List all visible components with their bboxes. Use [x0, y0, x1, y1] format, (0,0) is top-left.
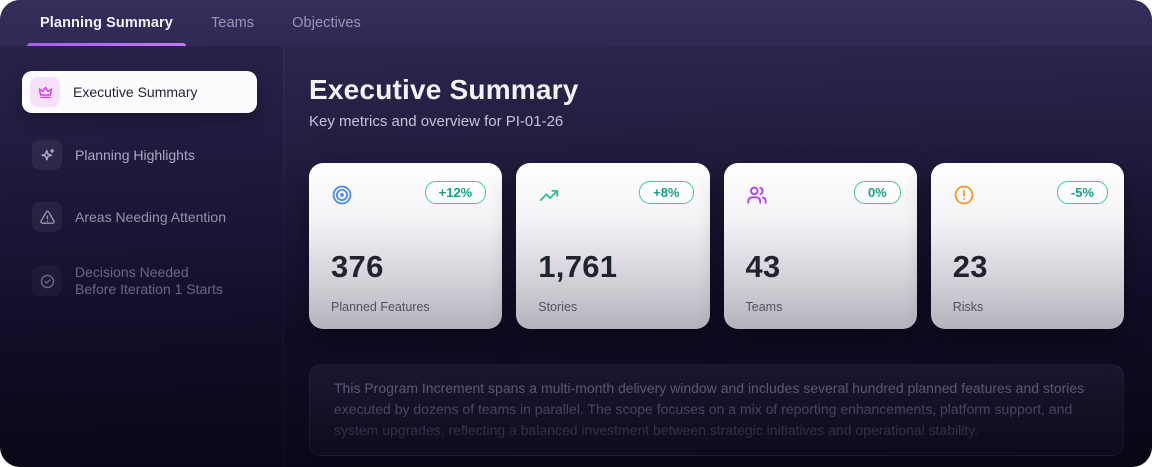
- change-badge: +8%: [639, 181, 694, 204]
- metric-value: 23: [952, 249, 988, 284]
- trending-up-icon: [538, 184, 560, 206]
- metric-card-planned-features: +12% 376 Planned Features: [309, 163, 503, 329]
- tab-planning-summary[interactable]: Planning Summary: [27, 0, 186, 46]
- metric-label: Risks: [952, 300, 984, 314]
- warning-triangle-icon: [32, 202, 62, 232]
- tab-label: Planning Summary: [40, 15, 173, 31]
- sidebar-item-decisions-needed[interactable]: Decisions Needed Before Iteration 1 Star…: [24, 258, 261, 304]
- metric-value: 1,761: [538, 249, 618, 284]
- metric-card-header: 0%: [746, 181, 901, 206]
- tab-label: Objectives: [292, 15, 361, 31]
- page-subtitle: Key metrics and overview for PI-01-26: [309, 113, 564, 130]
- check-circle-icon: [32, 266, 62, 296]
- metric-card-header: +12%: [331, 181, 487, 206]
- sidebar-item-executive-summary[interactable]: Executive Summary: [22, 71, 257, 113]
- tab-teams[interactable]: Teams: [211, 0, 254, 46]
- app-body: Executive Summary Planning Highlights: [0, 46, 1152, 467]
- metric-card-header: -5%: [953, 181, 1108, 206]
- sidebar-item-label: Executive Summary: [73, 83, 198, 100]
- sidebar-item-areas-needing-attention[interactable]: Areas Needing Attention: [24, 196, 261, 238]
- main-content: Executive Summary Key metrics and overvi…: [283, 46, 1152, 467]
- page-title: Executive Summary: [309, 74, 579, 105]
- overview-panel: This Program Increment spans a multi-mon…: [309, 364, 1124, 456]
- active-tab-underline: [27, 43, 186, 46]
- change-badge: +12%: [424, 181, 487, 204]
- sidebar: Executive Summary Planning Highlights: [0, 46, 283, 467]
- change-badge: 0%: [853, 181, 901, 204]
- alert-circle-icon: [953, 184, 975, 206]
- sparkles-icon: [32, 140, 62, 170]
- sidebar-item-label: Planning Highlights: [75, 146, 195, 163]
- crown-icon: [30, 77, 60, 107]
- metric-value: 376: [331, 249, 384, 284]
- metric-value: 43: [745, 249, 781, 284]
- overview-text: This Program Increment spans a multi-mon…: [334, 380, 1085, 438]
- target-icon: [331, 184, 353, 206]
- top-nav: Planning Summary Teams Objectives: [0, 0, 1152, 46]
- metric-card-teams: 0% 43 Teams: [723, 163, 917, 329]
- metric-cards: +12% 376 Planned Features +8%: [309, 163, 1124, 329]
- sidebar-item-label: Areas Needing Attention: [75, 208, 226, 225]
- metric-card-risks: -5% 23 Risks: [930, 163, 1124, 329]
- metric-card-header: +8%: [538, 181, 694, 206]
- change-badge: -5%: [1056, 181, 1108, 204]
- metric-card-stories: +8% 1,761 Stories: [516, 163, 710, 329]
- users-icon: [746, 184, 768, 206]
- metric-label: Teams: [745, 300, 783, 314]
- tab-label: Teams: [210, 15, 255, 31]
- tab-objectives[interactable]: Objectives: [292, 0, 361, 46]
- metric-label: Stories: [538, 300, 578, 314]
- sidebar-item-label: Decisions Needed Before Iteration 1 Star…: [75, 264, 223, 297]
- sidebar-item-planning-highlights[interactable]: Planning Highlights: [24, 134, 261, 176]
- metric-label: Planned Features: [331, 300, 430, 314]
